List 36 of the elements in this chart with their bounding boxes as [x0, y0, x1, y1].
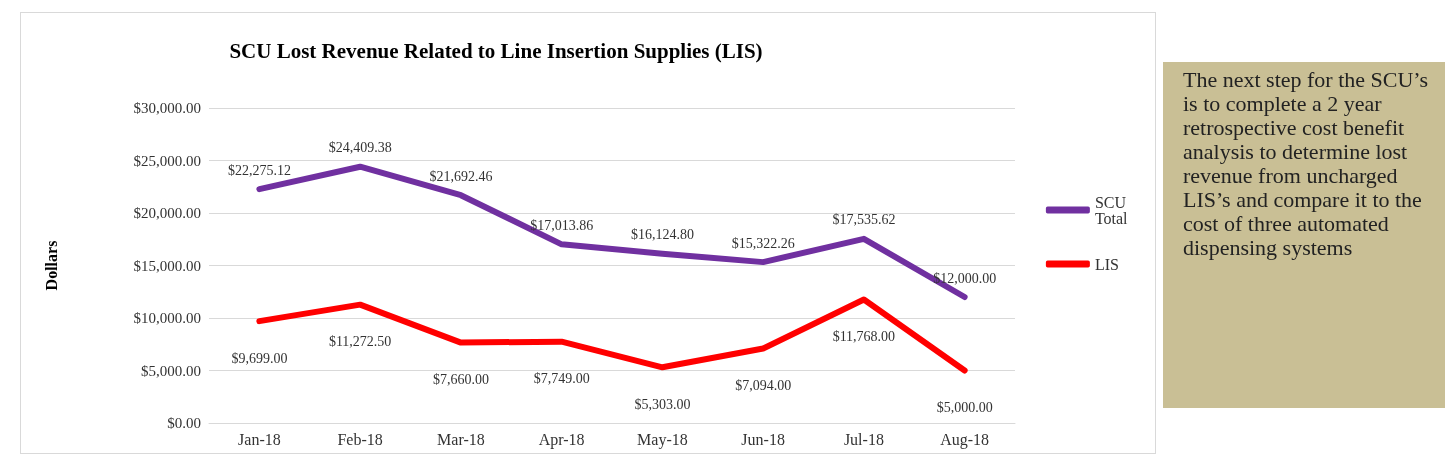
data-label: $9,699.00 [231, 350, 288, 366]
chart-title: SCU Lost Revenue Related to Line Insertion Supplies (LIS) [229, 38, 763, 63]
y-tick-label: $15,000.00 [133, 257, 201, 274]
y-tick-label: $25,000.00 [133, 152, 201, 169]
y-tick-label: $20,000.00 [133, 205, 201, 221]
data-label: $21,692.46 [429, 168, 493, 184]
y-tick-label: $30,000.00 [133, 100, 201, 116]
data-label: $7,094.00 [735, 378, 792, 394]
data-label: $5,303.00 [634, 396, 691, 412]
y-tick-label: $0.00 [167, 415, 201, 431]
data-label: $7,749.00 [533, 371, 590, 387]
text: The next step for the SCU’s is to complete a 2 year retrospective cost benefit analysis to determine lost revenue from uncharged LIS’s and compare it to the cost of three automated dispensing systems [1183, 67, 1430, 260]
data-label: $5,000.00 [936, 400, 993, 415]
data-label: $7,660.00 [432, 372, 489, 388]
x-tick-label: Jul-18 [843, 430, 884, 448]
data-label: $11,272.50 [328, 334, 392, 350]
y-tick-label: $5,000.00 [141, 362, 201, 379]
data-label: $24,409.38 [328, 140, 392, 156]
data-label: $12,000.00 [933, 270, 997, 286]
y-tick-label: $10,000.00 [133, 310, 201, 326]
data-label: $15,322.26 [731, 235, 795, 251]
x-tick-label: Feb-18 [337, 430, 383, 448]
data-label: $17,535.62 [832, 212, 896, 228]
x-tick-label: Aug-18 [940, 430, 990, 449]
data-label: $17,013.86 [530, 217, 594, 233]
x-tick-label: Jan-18 [238, 430, 281, 448]
data-label: $22,275.12 [227, 162, 291, 178]
data-label: $16,124.80 [630, 227, 694, 243]
legend-label: LIS [1094, 255, 1119, 273]
y-axis-title: Dollars [42, 240, 60, 291]
x-tick-label: Apr-18 [538, 430, 585, 449]
legend-label: SCU Total [1094, 193, 1130, 227]
data-label: $11,768.00 [832, 328, 896, 344]
x-tick-label: Mar-18 [437, 430, 485, 448]
x-tick-label: May-18 [637, 430, 688, 449]
x-tick-label: Jun-18 [741, 430, 785, 448]
